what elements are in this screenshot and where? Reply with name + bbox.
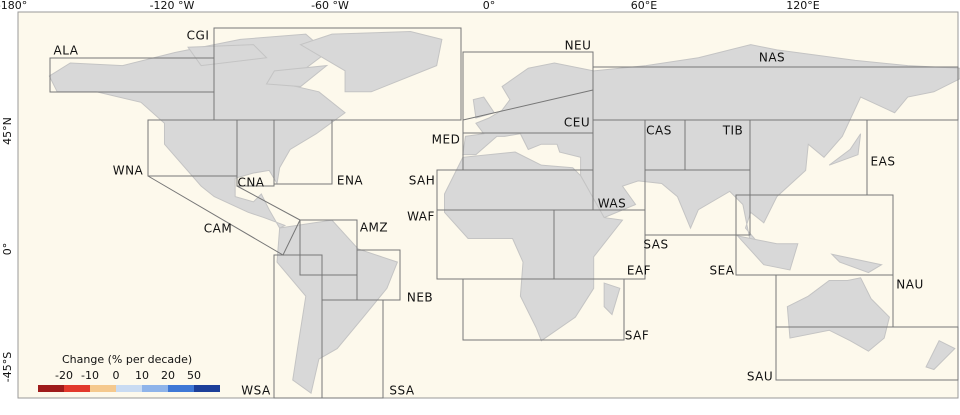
longitude-label: -180° [0, 0, 27, 12]
legend-tick-label: -20 [55, 369, 73, 382]
region-label: MED [432, 133, 461, 147]
latitude-label: -45°S [1, 352, 14, 382]
region-label: ALA [54, 44, 79, 58]
longitude-label: 0° [483, 0, 496, 12]
region-boxes [49, 27, 959, 399]
legend-swatch [64, 385, 90, 392]
region-label: CAM [204, 222, 232, 236]
region-label: SAU [747, 370, 773, 384]
landmass [828, 133, 862, 166]
landmass [736, 235, 799, 271]
region-label: WAS [598, 197, 627, 211]
legend-swatch [90, 385, 116, 392]
region-label: WNA [113, 164, 144, 178]
region-label: TIB [722, 124, 744, 138]
region-label: EAS [871, 155, 896, 169]
legend-swatch [38, 385, 64, 392]
region-label: NAS [759, 51, 785, 65]
landmass [925, 340, 956, 371]
landmass [276, 219, 399, 394]
landmass [299, 31, 443, 93]
region-label: CNA [237, 176, 264, 190]
region-label: ENA [337, 174, 364, 188]
legend-tick-label: 20 [161, 369, 175, 382]
latitude-label: 0° [1, 243, 14, 256]
region-label: SSA [389, 384, 414, 398]
legend-swatch [168, 385, 194, 392]
region-label: CEU [564, 116, 590, 130]
legend-swatch [142, 385, 168, 392]
landmass [786, 277, 890, 352]
legend-swatch [194, 385, 220, 392]
region-label: CGI [187, 29, 210, 43]
longitude-label: -60 °W [311, 0, 349, 12]
landmass [830, 253, 883, 274]
region-label: NAU [896, 278, 923, 292]
region-label: NEU [565, 39, 592, 53]
region-label: NEB [407, 291, 433, 305]
legend-tick-label: 0 [113, 369, 120, 382]
legend-tick-label: 50 [187, 369, 201, 382]
region-label: SEA [710, 264, 735, 278]
longitude-label: -120 °W [150, 0, 195, 12]
region-label: WSA [241, 384, 271, 398]
land [48, 31, 960, 394]
legend-swatch [116, 385, 142, 392]
region-label: WAF [407, 210, 435, 224]
region-label: CAS [646, 124, 672, 138]
longitude-label: 60°E [631, 0, 657, 12]
region-label: AMZ [360, 221, 388, 235]
legend-tick-label: -10 [81, 369, 99, 382]
landmass [462, 44, 960, 248]
region-label: SAF [625, 329, 649, 343]
latitude-label: 45°N [1, 117, 14, 145]
landmass [265, 64, 329, 88]
region-label: EAF [627, 264, 651, 278]
region-label: SAS [643, 238, 668, 252]
legend-tick-label: 10 [135, 369, 149, 382]
longitude-label: 120°E [786, 0, 819, 12]
landmass [187, 44, 268, 67]
legend-title: Change (% per decade) [62, 353, 192, 366]
landmass [444, 151, 624, 342]
landmass [603, 282, 621, 316]
region-label: SAH [409, 174, 436, 188]
legend: Change (% per decade) -20 -10 0 10 20 50 [38, 353, 220, 392]
